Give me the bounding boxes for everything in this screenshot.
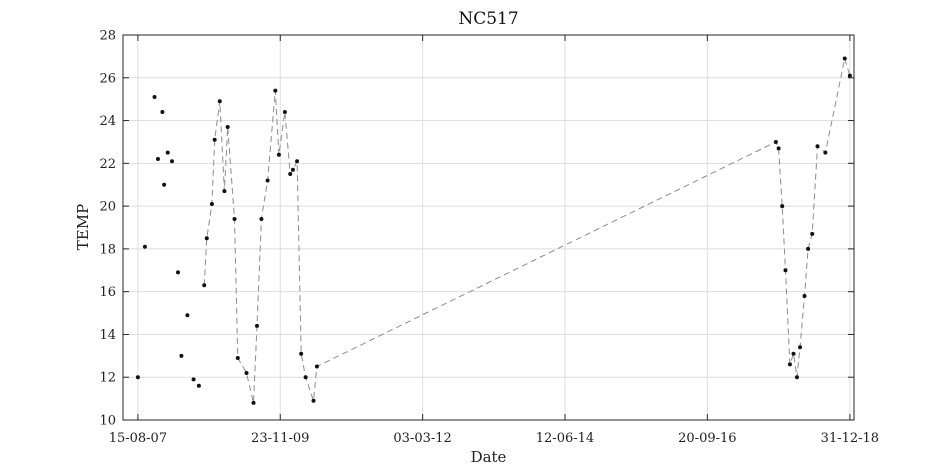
data-point [303,375,308,380]
data-point [175,270,180,275]
data-point [202,283,207,288]
data-point [314,364,319,369]
data-point [254,323,259,328]
data-point [232,216,237,221]
data-point [842,56,847,61]
y-tick-label: 24 [99,114,116,129]
data-point [265,178,270,183]
data-point [276,152,281,157]
data-point [847,73,852,78]
data-point [191,377,196,382]
data-point [225,124,230,129]
grid [123,34,854,421]
y-tick-label: 10 [99,414,116,429]
axes: 10 12 14 16 18 20 22 24 26 28 15-08-07 23-11-09 03-0… [99,29,879,447]
plot-frame [122,34,855,421]
x-tick-label: 15-08-07 [109,431,167,446]
x-tick-label: 23-11-09 [251,431,309,446]
data-point [798,345,803,350]
data-point [155,157,160,162]
data-point [791,351,796,356]
data-point [217,99,222,104]
y-tick-label: 22 [99,157,116,172]
y-tick-label: 14 [99,328,116,343]
data-point [169,159,174,164]
data-point [290,167,295,172]
data-point [776,146,781,151]
data-point [235,355,240,360]
data-point [162,182,167,187]
data-point [802,293,807,298]
data-point [160,110,165,114]
data-point [135,375,140,380]
x-axis-title: Date [471,448,507,466]
data-point [815,144,820,149]
data-point [311,398,316,403]
y-tick-label: 16 [99,285,116,300]
data-point [787,362,792,367]
plot-area [123,35,854,420]
x-tick-label: 20-09-16 [678,431,736,446]
y-tick-label: 20 [99,200,116,215]
data-point [179,353,184,358]
data-point [773,139,778,144]
data-point [152,95,157,100]
data-point [165,150,170,155]
data-point [783,268,788,273]
chart-title: NC517 [458,9,518,29]
x-tick-label: 12-06-14 [536,431,594,446]
data-point [259,216,264,221]
data-point [251,400,256,405]
y-tick-label: 28 [99,29,116,44]
data-point [780,204,785,209]
data-point [273,88,278,93]
data-point [222,189,227,194]
data-point [204,236,209,241]
data-point [142,244,147,249]
data-point [794,375,799,380]
y-tick-label: 18 [99,242,116,257]
data-point [209,201,214,206]
y-tick-label: 26 [99,71,116,86]
x-tick-label: 31-12-18 [821,431,879,446]
data-point [295,159,300,164]
data-point [244,370,249,375]
data-point [288,172,293,177]
y-axis-title: TEMP [74,204,92,250]
data-point [810,231,815,236]
data-point [196,383,201,388]
series-layer [135,56,852,405]
data-point [299,351,304,356]
data-point [282,110,287,114]
data-point [806,246,811,251]
data-point [823,150,828,155]
x-tick-label: 03-03-12 [393,431,451,446]
y-tick-label: 12 [99,371,116,386]
data-point [212,137,217,142]
data-point [185,313,190,318]
